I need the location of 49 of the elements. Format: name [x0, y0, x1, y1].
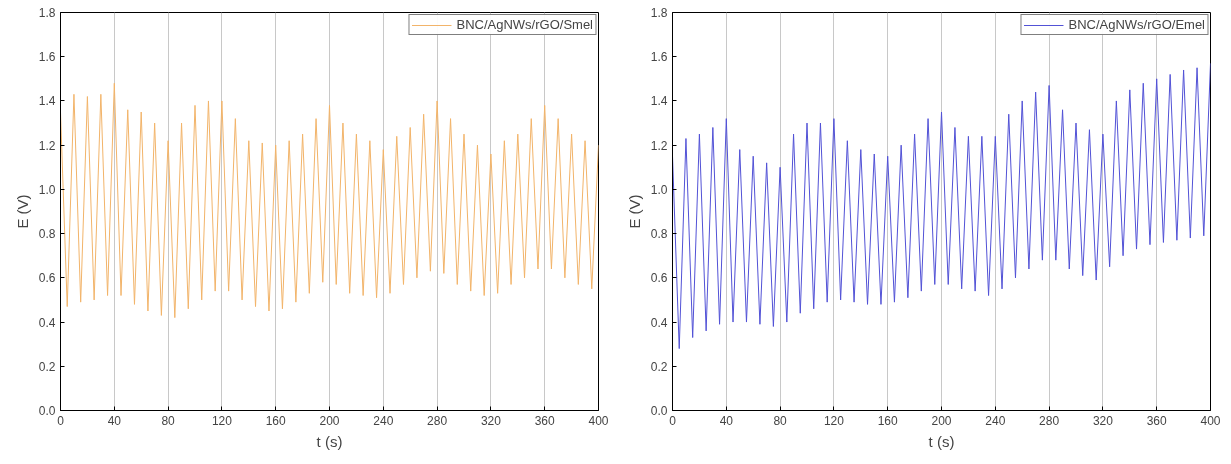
y-tick-label: 0.4 [650, 315, 668, 330]
x-axis-title: t (s) [928, 432, 955, 450]
x-tick-label: 0 [669, 413, 677, 428]
y-tick-label: 0.4 [38, 315, 56, 330]
y-tick-label: 1.0 [38, 182, 56, 197]
x-tick-label: 360 [1146, 413, 1168, 428]
y-tick-label: 1.2 [38, 138, 56, 153]
y-tick-label: 1.8 [650, 6, 668, 20]
y-tick-label: 0.0 [650, 404, 668, 418]
y-tick-label: 0.8 [650, 227, 668, 242]
x-tick-label: 0 [57, 413, 65, 428]
x-tick-label: 240 [985, 413, 1006, 428]
y-tick-label: 1.6 [38, 50, 56, 65]
x-tick-label: 400 [588, 413, 609, 428]
x-tick-label: 40 [107, 413, 122, 428]
y-tick-label: 0.0 [38, 404, 56, 418]
y-tick-label: 0.6 [38, 271, 56, 286]
x-tick-label: 360 [534, 413, 556, 428]
x-tick-label: 120 [823, 413, 845, 428]
x-tick-label: 160 [877, 413, 899, 428]
x-tick-label: 80 [161, 413, 176, 428]
y-tick-label: 0.8 [38, 227, 56, 242]
x-tick-label: 160 [265, 413, 287, 428]
x-tick-label: 280 [1039, 413, 1060, 428]
x-tick-label: 80 [773, 413, 788, 428]
x-tick-label: 240 [373, 413, 394, 428]
x-tick-label: 120 [211, 413, 233, 428]
y-tick-label: 1.2 [650, 138, 668, 153]
y-tick-label: 1.0 [650, 182, 668, 197]
line-series [60, 82, 599, 319]
legend-label: BNC/AgNWs/rGO/Smel [456, 17, 593, 32]
y-axis-title: E (V) [13, 194, 31, 229]
x-tick-label: 200 [319, 413, 340, 428]
y-tick-label: 1.4 [38, 94, 56, 109]
y-axis-title: E (V) [625, 194, 643, 229]
x-tick-label: 320 [1092, 413, 1114, 428]
y-tick-label: 0.2 [38, 359, 56, 374]
y-tick-label: 0.2 [650, 359, 668, 374]
x-tick-label: 280 [427, 413, 448, 428]
legend-label: BNC/AgNWs/rGO/Emel [1068, 17, 1205, 32]
x-tick-label: 400 [1200, 413, 1221, 428]
x-tick-label: 200 [931, 413, 952, 428]
y-tick-label: 0.6 [650, 271, 668, 286]
x-axis-title: t (s) [316, 432, 343, 450]
y-tick-label: 1.8 [38, 6, 56, 20]
y-tick-label: 1.4 [650, 94, 668, 109]
x-tick-label: 40 [719, 413, 734, 428]
y-tick-label: 1.6 [650, 50, 668, 65]
x-tick-label: 320 [480, 413, 502, 428]
